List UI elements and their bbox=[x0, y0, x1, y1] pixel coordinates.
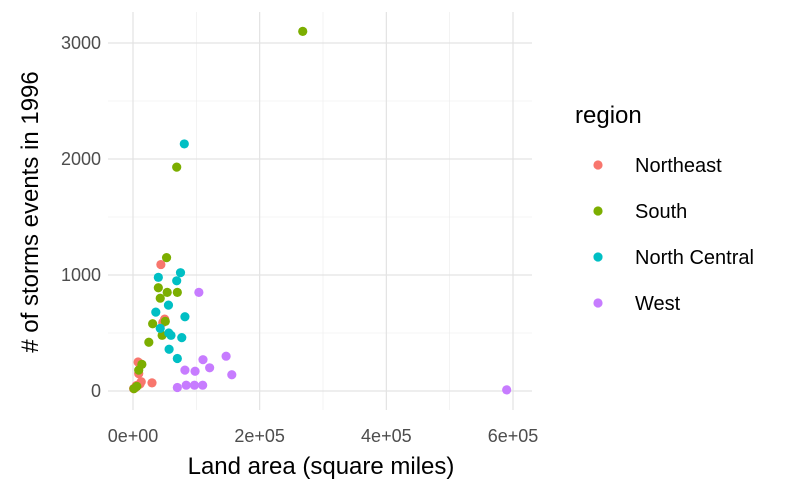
data-point-west bbox=[502, 385, 512, 395]
data-points bbox=[129, 26, 512, 395]
data-point-north-central bbox=[163, 300, 174, 310]
data-point-northeast bbox=[156, 259, 166, 270]
data-point-west bbox=[181, 380, 191, 390]
data-point-west bbox=[190, 366, 200, 376]
data-point-west bbox=[205, 363, 215, 373]
x-tick-label: 6e+05 bbox=[488, 426, 539, 446]
data-point-north-central bbox=[177, 333, 187, 343]
legend-key bbox=[593, 298, 603, 308]
y-tick-label: 2000 bbox=[61, 149, 101, 169]
data-point-west bbox=[198, 355, 208, 365]
data-point-south bbox=[298, 26, 308, 36]
legend-key bbox=[593, 206, 603, 216]
data-point-west bbox=[198, 380, 208, 390]
data-point-south bbox=[162, 287, 172, 297]
data-point-south bbox=[137, 359, 147, 369]
x-tick-label: 2e+05 bbox=[234, 426, 285, 446]
data-point-west bbox=[180, 365, 190, 375]
legend-label: West bbox=[635, 293, 681, 315]
data-point-north-central bbox=[172, 276, 182, 286]
data-point-north-central bbox=[155, 323, 165, 333]
data-point-south bbox=[160, 316, 170, 326]
y-tick-label: 0 bbox=[91, 381, 101, 401]
legend-label: North Central bbox=[635, 247, 754, 269]
x-tick-label: 4e+05 bbox=[361, 426, 412, 446]
data-point-north-central bbox=[179, 139, 189, 149]
data-point-north-central bbox=[164, 344, 174, 354]
data-point-west bbox=[189, 380, 200, 390]
y-tick-label: 3000 bbox=[61, 33, 101, 53]
data-point-south bbox=[161, 253, 172, 263]
data-point-west bbox=[227, 370, 237, 380]
y-axis-title: # of storms events in 1996 bbox=[17, 71, 44, 352]
x-tick-label: 0e+00 bbox=[108, 426, 159, 446]
legend: region Northeast South North Central West bbox=[575, 102, 754, 315]
data-point-north-central bbox=[172, 353, 182, 364]
data-point-south bbox=[153, 283, 163, 293]
legend-key bbox=[593, 160, 603, 170]
data-point-south bbox=[132, 381, 142, 391]
data-point-west bbox=[221, 351, 231, 361]
data-point-south bbox=[144, 337, 154, 347]
legend-label: South bbox=[635, 201, 687, 223]
legend-label: Northeast bbox=[635, 155, 722, 177]
data-point-south bbox=[148, 319, 158, 329]
data-point-north-central bbox=[151, 307, 161, 317]
data-point-south bbox=[172, 287, 182, 297]
data-point-north-central bbox=[153, 272, 163, 282]
data-point-south bbox=[172, 162, 182, 172]
y-axis-ticks: 0 1000 2000 3000 bbox=[61, 33, 101, 401]
data-point-south bbox=[155, 293, 165, 303]
y-tick-label: 1000 bbox=[61, 265, 101, 285]
x-axis-title: Land area (square miles) bbox=[188, 453, 455, 480]
legend-key bbox=[593, 252, 603, 262]
data-point-north-central bbox=[166, 330, 176, 340]
data-point-west bbox=[194, 287, 204, 297]
minor-gridlines bbox=[108, 12, 532, 410]
data-point-northeast bbox=[147, 378, 157, 388]
data-point-west bbox=[172, 382, 182, 393]
data-point-north-central bbox=[175, 268, 186, 278]
x-axis-ticks: 0e+00 2e+05 4e+05 6e+05 bbox=[108, 426, 539, 446]
data-point-north-central bbox=[180, 312, 190, 322]
legend-title: region bbox=[575, 102, 642, 129]
